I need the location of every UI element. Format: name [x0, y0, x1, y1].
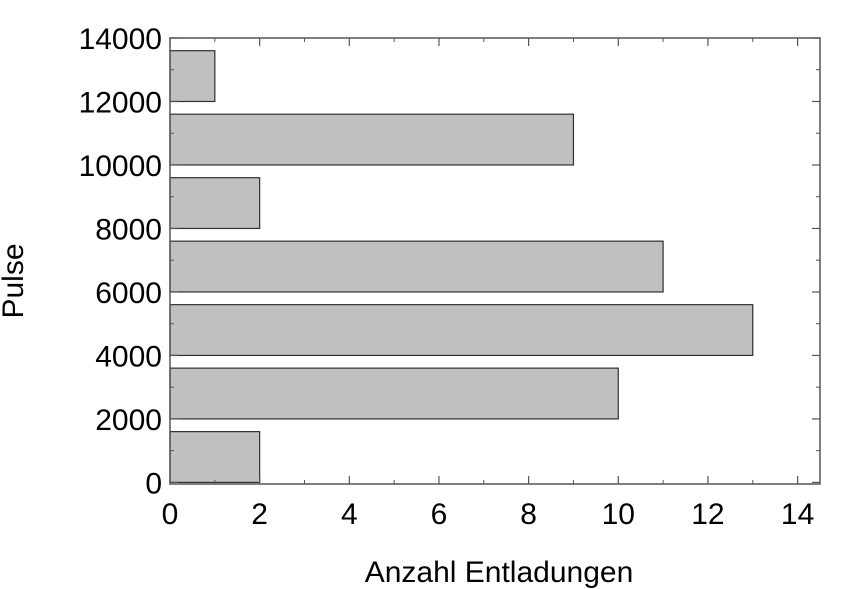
y-tick-label: 12000	[79, 86, 162, 119]
y-tick-label: 6000	[95, 277, 162, 310]
x-tick-label: 2	[251, 498, 268, 531]
bar-5	[169, 113, 575, 166]
bar-3	[169, 240, 664, 293]
x-tick-label: 12	[691, 498, 724, 531]
x-tick-label: 6	[431, 498, 448, 531]
bars	[169, 50, 754, 484]
y-tick-label: 10000	[79, 150, 162, 183]
y-tick-label: 4000	[95, 340, 162, 373]
bar-1	[169, 367, 619, 420]
x-tick-label: 8	[520, 498, 537, 531]
y-tick-label: 2000	[95, 404, 162, 437]
y-tick-label: 14000	[79, 23, 162, 56]
x-tick-label: 0	[162, 498, 179, 531]
x-tick-label: 4	[341, 498, 358, 531]
x-tick-label: 14	[781, 498, 814, 531]
y-tick-label: 0	[145, 467, 162, 500]
bar-4	[169, 177, 261, 230]
bar-6	[169, 50, 216, 103]
x-axis-ticks: 0 2 4 6 8 10 12 14	[162, 38, 814, 531]
bar-0	[169, 431, 261, 484]
plot-frame	[169, 37, 821, 485]
x-axis-label: Anzahl Entladungen	[365, 556, 634, 589]
y-axis-ticks: 0 2000 4000 6000 8000 10000 12000 14000	[79, 23, 820, 500]
y-axis-label: Pulse	[0, 243, 30, 318]
y-tick-label: 8000	[95, 213, 162, 246]
bar-2	[169, 304, 754, 357]
x-tick-label: 10	[602, 498, 635, 531]
